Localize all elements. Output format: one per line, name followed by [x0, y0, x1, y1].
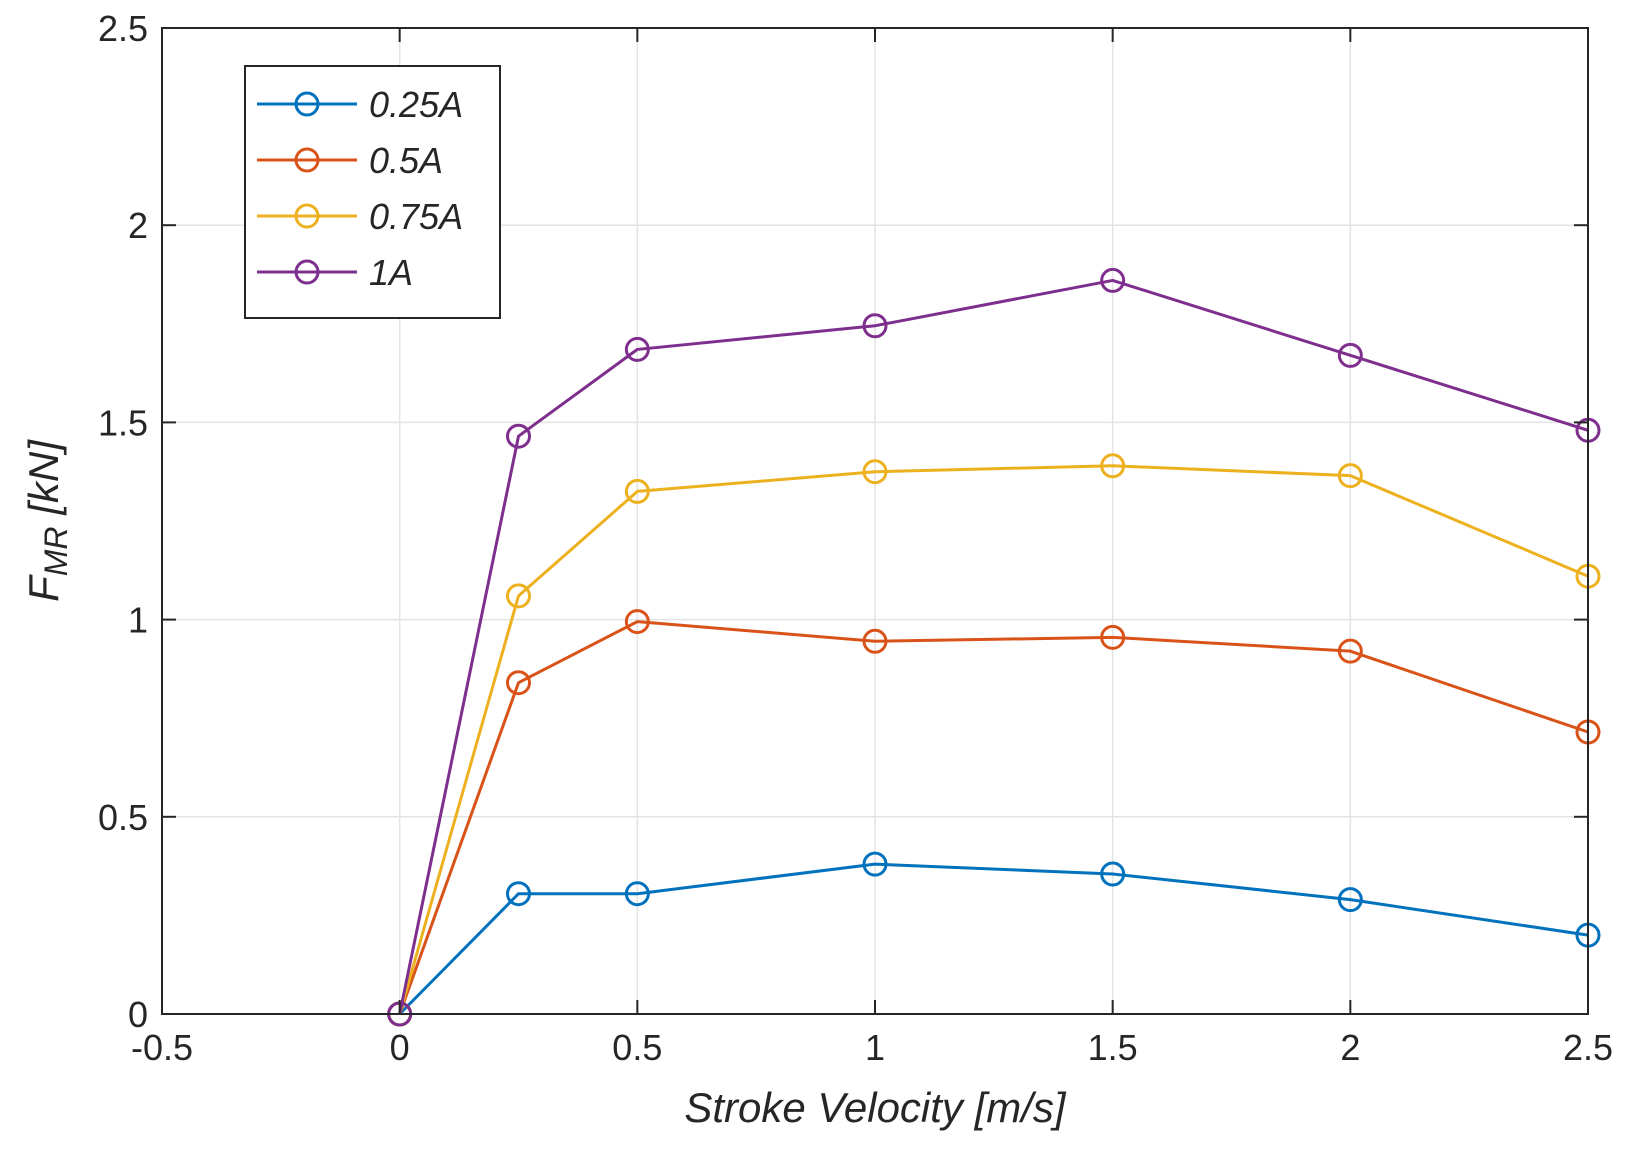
data-point: [624, 336, 650, 362]
data-point: [506, 670, 531, 696]
data-point: [862, 851, 888, 877]
legend-entry: 0.5A: [257, 140, 443, 181]
data-point: [1100, 453, 1126, 479]
series-line: [398, 278, 1589, 1015]
legend-entry: 0.75A: [257, 196, 463, 237]
data-point: [624, 609, 650, 635]
series-1a: [387, 267, 1601, 1027]
series-0-75a: [387, 453, 1601, 1027]
data-point: [1337, 342, 1363, 368]
legend-label: 0.5A: [369, 140, 443, 181]
data-point: [1100, 267, 1126, 293]
data-point: [624, 881, 650, 907]
y-tick-label: 2.5: [98, 8, 148, 49]
legend-entry: 1A: [257, 252, 413, 293]
data-point: [862, 313, 888, 339]
series-0-25a: [387, 851, 1601, 1027]
x-tick-label: -0.5: [131, 1027, 193, 1068]
x-tick-label: 1: [865, 1027, 885, 1068]
series-line: [398, 620, 1589, 1015]
legend-marker: [294, 259, 320, 285]
x-tick-label: 1.5: [1088, 1027, 1138, 1068]
data-point: [1337, 887, 1363, 913]
y-tick-label: 1: [128, 600, 148, 641]
y-tick-label: 1.5: [98, 402, 148, 443]
y-axis-label-unit: [kN]: [20, 439, 67, 527]
data-point: [506, 583, 531, 609]
data-point: [1100, 861, 1126, 887]
axis-ticks: [161, 27, 1589, 1015]
legend-entry: 0.25A: [257, 84, 463, 125]
legend-marker: [294, 147, 320, 173]
data-point: [624, 478, 650, 504]
y-axis-label-subscript: MR: [38, 526, 74, 576]
x-tick-label: 0.5: [612, 1027, 662, 1068]
data-point: [506, 881, 531, 907]
x-tick-label: 0: [390, 1027, 410, 1068]
series-line: [398, 464, 1589, 1015]
y-tick-label: 0: [128, 994, 148, 1035]
data-point: [1337, 463, 1363, 489]
data-point: [862, 628, 888, 654]
y-axis-label-main: F: [20, 574, 67, 602]
y-tick-label: 0.5: [98, 797, 148, 838]
data-point: [862, 459, 888, 485]
legend-label: 0.75A: [369, 196, 463, 237]
data-point: [1100, 624, 1126, 650]
x-axis-label: Stroke Velocity [m/s]: [684, 1084, 1067, 1131]
legend-label: 0.25A: [369, 84, 463, 125]
y-tick-label: 2: [128, 205, 148, 246]
legend-marker: [294, 203, 320, 229]
data-point: [506, 423, 531, 449]
data-series: [387, 267, 1601, 1027]
legend-marker: [294, 91, 320, 117]
series-0-5a: [387, 609, 1601, 1027]
series-line: [398, 862, 1589, 1016]
legend-box: [244, 65, 501, 319]
legend: 0.25A 0.5A 0.75A 1A: [244, 65, 501, 319]
x-tick-label: 2.5: [1563, 1027, 1613, 1068]
x-tick-label: 2: [1340, 1027, 1360, 1068]
data-point: [1337, 638, 1363, 664]
tick-labels: -0.5 0 0.5 1 1.5 2 2.500.511.522.5: [98, 8, 1613, 1068]
legend-label: 1A: [369, 252, 413, 293]
y-axis-label: FMR [kN]: [20, 439, 74, 602]
